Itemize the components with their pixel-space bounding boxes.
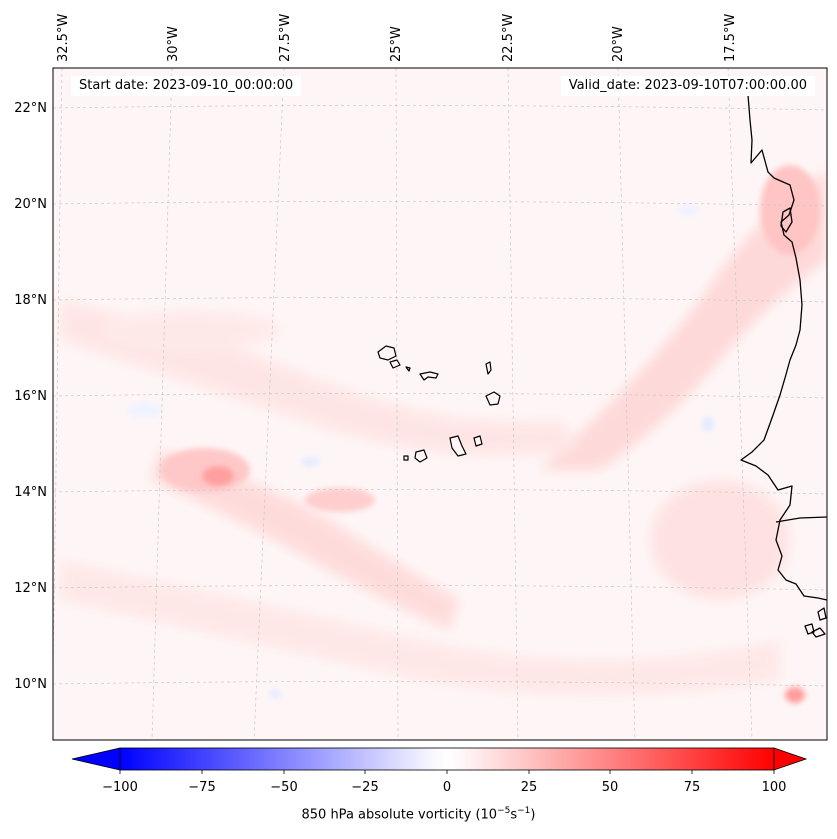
colorbar-extend-high [773,747,808,771]
longitude-labels: 32.5°W 30°W 27.5°W 25°W 22.5°W 20°W 17.5… [56,14,738,62]
vorticity-band-southwest [150,450,460,630]
colorbar-tick-label: 25 [521,780,538,795]
map-background [53,68,827,740]
island-sal [485,361,492,375]
gridline-lat-20 [53,201,827,207]
colorbar-unit-mid: s [510,807,518,823]
africa-coastline-south [775,516,827,523]
africa-coastline [740,94,827,601]
island-sao-nicolau [419,371,439,381]
gridline-lon-30 [151,68,173,740]
lon-label: 25°W [389,26,404,62]
colorbar-ticks [119,770,775,774]
colorbar-title-prefix: 850 hPa absolute vorticity (10 [301,807,498,823]
lat-label: 12°N [14,581,47,596]
coastal-islet-2 [817,607,827,621]
negative-vorticity-spot-2 [702,416,714,432]
gridline-lon-27_5 [253,68,285,740]
lon-label: 27.5°W [278,14,293,62]
gridline-lat-14 [53,489,827,495]
vorticity-max-core [202,466,234,486]
colorbar-tick-label: 0 [443,780,451,795]
island-maio [473,435,483,447]
island-brava [403,455,409,461]
negative-vorticity-spot-5 [127,402,163,418]
lon-label: 32.5°W [56,14,71,62]
island-santiago [449,435,467,457]
colorbar: −100 −75 −50 −25 0 25 50 75 100 [71,747,808,795]
latitude-labels: 22°N 20°N 18°N 16°N 14°N 12°N 10°N [14,101,47,692]
gridline-lat-18 [53,297,827,303]
coastal-islet-3 [811,627,826,638]
island-sao-vicente [389,359,401,369]
lon-label: 30°W [166,26,181,62]
vorticity-spot-southeast [785,687,805,703]
lon-label: 20°W [611,26,626,62]
gridline-lon-20 [617,68,636,740]
lat-label: 22°N [14,101,47,116]
vorticity-band-northeast [540,170,827,470]
map-frame [52,67,828,741]
vorticity-field [60,165,827,703]
colorbar-title: 850 hPa absolute vorticity (10−5s−1) [0,806,837,822]
negative-vorticity-spot-4 [676,205,700,215]
colorbar-tick-label: 50 [602,780,619,795]
colorbar-unit-exponent-2: −1 [517,806,531,816]
lat-label: 16°N [14,389,47,404]
lat-label: 18°N [14,293,47,308]
vorticity-max-halo [160,448,250,492]
colorbar-tick-label: −25 [351,780,378,795]
gridline-lat-22 [53,105,827,111]
gridline-lat-12 [53,585,827,591]
island-boa-vista [485,391,501,406]
gridline-lon-32_5 [53,68,63,697]
vorticity-patch-center [305,488,375,512]
island-santo-antao [377,345,397,361]
colorbar-title-suffix: ) [530,807,536,823]
colorbar-tick-label: −100 [102,780,138,795]
negative-vorticity-spot-3 [269,689,281,699]
gridline-lon-25 [395,68,399,740]
colorbar-unit-exponent-1: −5 [497,806,511,816]
gridline-lon-22_5 [507,68,519,740]
colorbar-extend-low [71,747,121,771]
gridlines [53,68,827,740]
vorticity-patch-northwest [100,310,280,350]
coastline [740,94,827,638]
vorticity-patch-east [650,480,790,600]
lon-label: 22.5°W [501,14,516,62]
coastal-islet-1 [804,623,815,635]
start-date-label: Start date: 2023-09-10_00:00:00 [71,76,302,96]
vorticity-band-south [60,560,780,695]
colorbar-tick-label: −50 [270,780,297,795]
negative-vorticity-spot-1 [300,457,320,467]
lat-label: 20°N [14,197,47,212]
island-fogo [414,449,428,463]
gridline-lat-16 [53,393,827,399]
colorbar-bar [119,747,775,771]
colorbar-tick-label: 75 [684,780,701,795]
gridline-lat-10 [53,681,827,687]
lat-label: 14°N [14,485,47,500]
island-santa-luzia [405,366,411,372]
map-panel [53,68,827,740]
valid-date-label: Valid_date: 2023-09-10T07:00:00.00 [560,76,815,96]
colorbar-tick-label: −75 [188,780,215,795]
colorbar-tick-label: 100 [762,780,787,795]
lat-label: 10°N [14,677,47,692]
cape-verde-islands [377,345,501,463]
coastal-inlet [780,207,793,233]
lon-label: 17.5°W [723,14,738,62]
gridline-lon-17_5 [727,68,753,740]
